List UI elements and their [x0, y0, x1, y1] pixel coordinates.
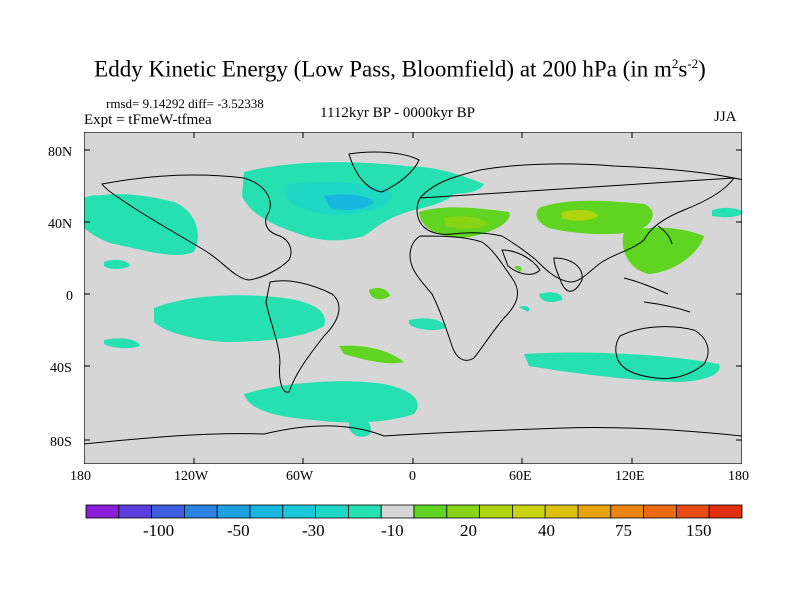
colorbar-label: -100: [143, 521, 175, 540]
colorbar-label: 150: [686, 521, 712, 540]
colorbar-swatch: [249, 504, 284, 519]
lat-label-80n: 80N: [48, 145, 73, 160]
colorbar-swatch: [282, 504, 317, 519]
season-label: JJA: [714, 109, 737, 125]
colorbar-swatch: [676, 504, 710, 519]
lat-label-40n: 40N: [48, 217, 73, 232]
colorbar-swatch: [216, 504, 251, 519]
lon-label-180w: 180: [70, 469, 91, 484]
colorbar-swatch: [511, 504, 546, 519]
colorbar: [85, 504, 743, 519]
lon-label-180e: 180: [728, 469, 749, 484]
chart-title: Eddy Kinetic Energy (Low Pass, Bloomfiel…: [94, 56, 706, 82]
lon-label-60e: 60E: [509, 469, 532, 484]
colorbar-swatch: [446, 504, 480, 519]
colorbar-label: 75: [615, 521, 632, 540]
colorbar-swatch: [184, 504, 218, 519]
colorbar-swatch: [643, 504, 677, 519]
colorbar-label: -10: [381, 521, 404, 540]
coastlines: [84, 151, 742, 445]
colorbar-swatch: [610, 504, 644, 519]
lon-label-120e: 120E: [615, 469, 645, 484]
stats-text: rmsd= 9.14292 diff= -3.52338: [106, 96, 264, 111]
colorbar-swatch: [544, 504, 579, 519]
period-label: 1112kyr BP - 0000kyr BP: [320, 105, 476, 121]
longitude-axis: [84, 132, 742, 464]
colorbar-swatch: [479, 504, 513, 519]
lat-label-eq: 0: [66, 289, 73, 304]
colorbar-label: -30: [302, 521, 325, 540]
lat-label-40s: 40S: [50, 361, 72, 376]
colorbar-label: 20: [460, 521, 477, 540]
lat-label-80s: 80S: [50, 435, 72, 450]
map-panel: [84, 132, 742, 464]
contour-fills: [84, 162, 742, 437]
colorbar-swatch: [380, 504, 415, 519]
colorbar-swatch: [85, 504, 120, 519]
colorbar-swatch: [347, 504, 382, 519]
lon-label-120w: 120W: [174, 469, 209, 484]
colorbar-swatch: [577, 504, 612, 519]
experiment-label: Expt = tFmeW-tfmea: [84, 112, 212, 128]
latitude-axis: [84, 149, 742, 441]
colorbar-label: 40: [538, 521, 555, 540]
lon-label-60w: 60W: [286, 469, 314, 484]
colorbar-swatch: [315, 504, 349, 519]
colorbar-swatch: [708, 504, 743, 519]
lon-label-0: 0: [409, 469, 416, 484]
colorbar-label: -50: [227, 521, 250, 540]
colorbar-swatch: [413, 504, 448, 519]
colorbar-swatch: [151, 504, 185, 519]
colorbar-swatch: [118, 504, 152, 519]
